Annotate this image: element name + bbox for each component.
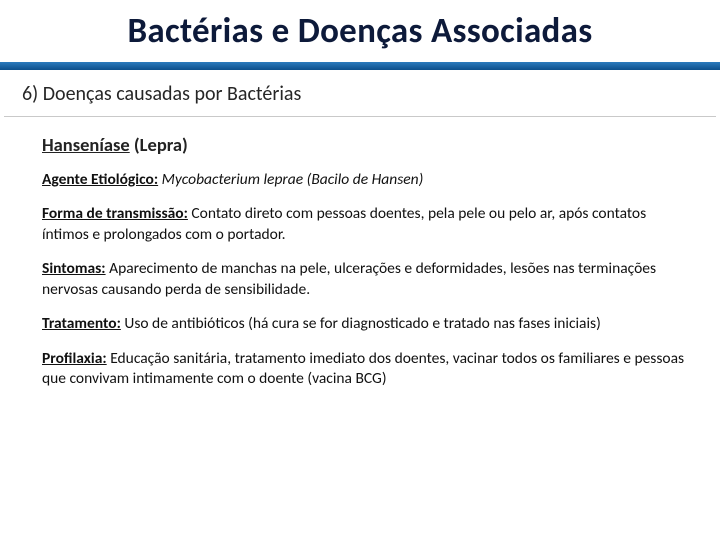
title-bar: Bactérias e Doenças Associadas (0, 0, 720, 68)
label-transmissao: Forma de transmissão: (42, 204, 188, 223)
slide-title: Bactérias e Doenças Associadas (0, 0, 720, 62)
section-heading: 6) Doenças causadas por Bactérias (4, 68, 716, 117)
text-tratamento: Uso de antibióticos (há cura se for diag… (124, 314, 600, 333)
field-tratamento: Tratamento: Uso de antibióticos (há cura… (42, 314, 692, 334)
field-agente: Agente Etiológico: Mycobacterium leprae … (42, 170, 692, 190)
section-heading-text: 6) Doenças causadas por Bactérias (22, 82, 301, 106)
slide: Bactérias e Doenças Associadas 6) Doença… (0, 0, 720, 540)
disease-name: Hanseníase (Lepra) (0, 117, 720, 158)
field-sintomas: Sintomas: Aparecimento de manchas na pel… (42, 259, 692, 300)
field-transmissao: Forma de transmissão: Contato direto com… (42, 204, 692, 245)
text-sintomas: Aparecimento de manchas na pele, ulceraç… (42, 259, 656, 298)
content-body: Agente Etiológico: Mycobacterium leprae … (0, 158, 720, 390)
label-profilaxia: Profilaxia: (42, 349, 107, 368)
disease-name-underlined: Hanseníase (42, 133, 130, 156)
title-underline-bar (0, 62, 720, 70)
disease-name-suffix: (Lepra) (130, 133, 188, 156)
label-sintomas: Sintomas: (42, 259, 106, 278)
label-agente: Agente Etiológico: (42, 170, 158, 189)
field-profilaxia: Profilaxia: Educação sanitária, tratamen… (42, 349, 692, 390)
label-tratamento: Tratamento: (42, 314, 121, 333)
text-agente: Mycobacterium leprae (Bacilo de Hansen) (162, 170, 424, 189)
text-profilaxia: Educação sanitária, tratamento imediato … (42, 349, 684, 388)
